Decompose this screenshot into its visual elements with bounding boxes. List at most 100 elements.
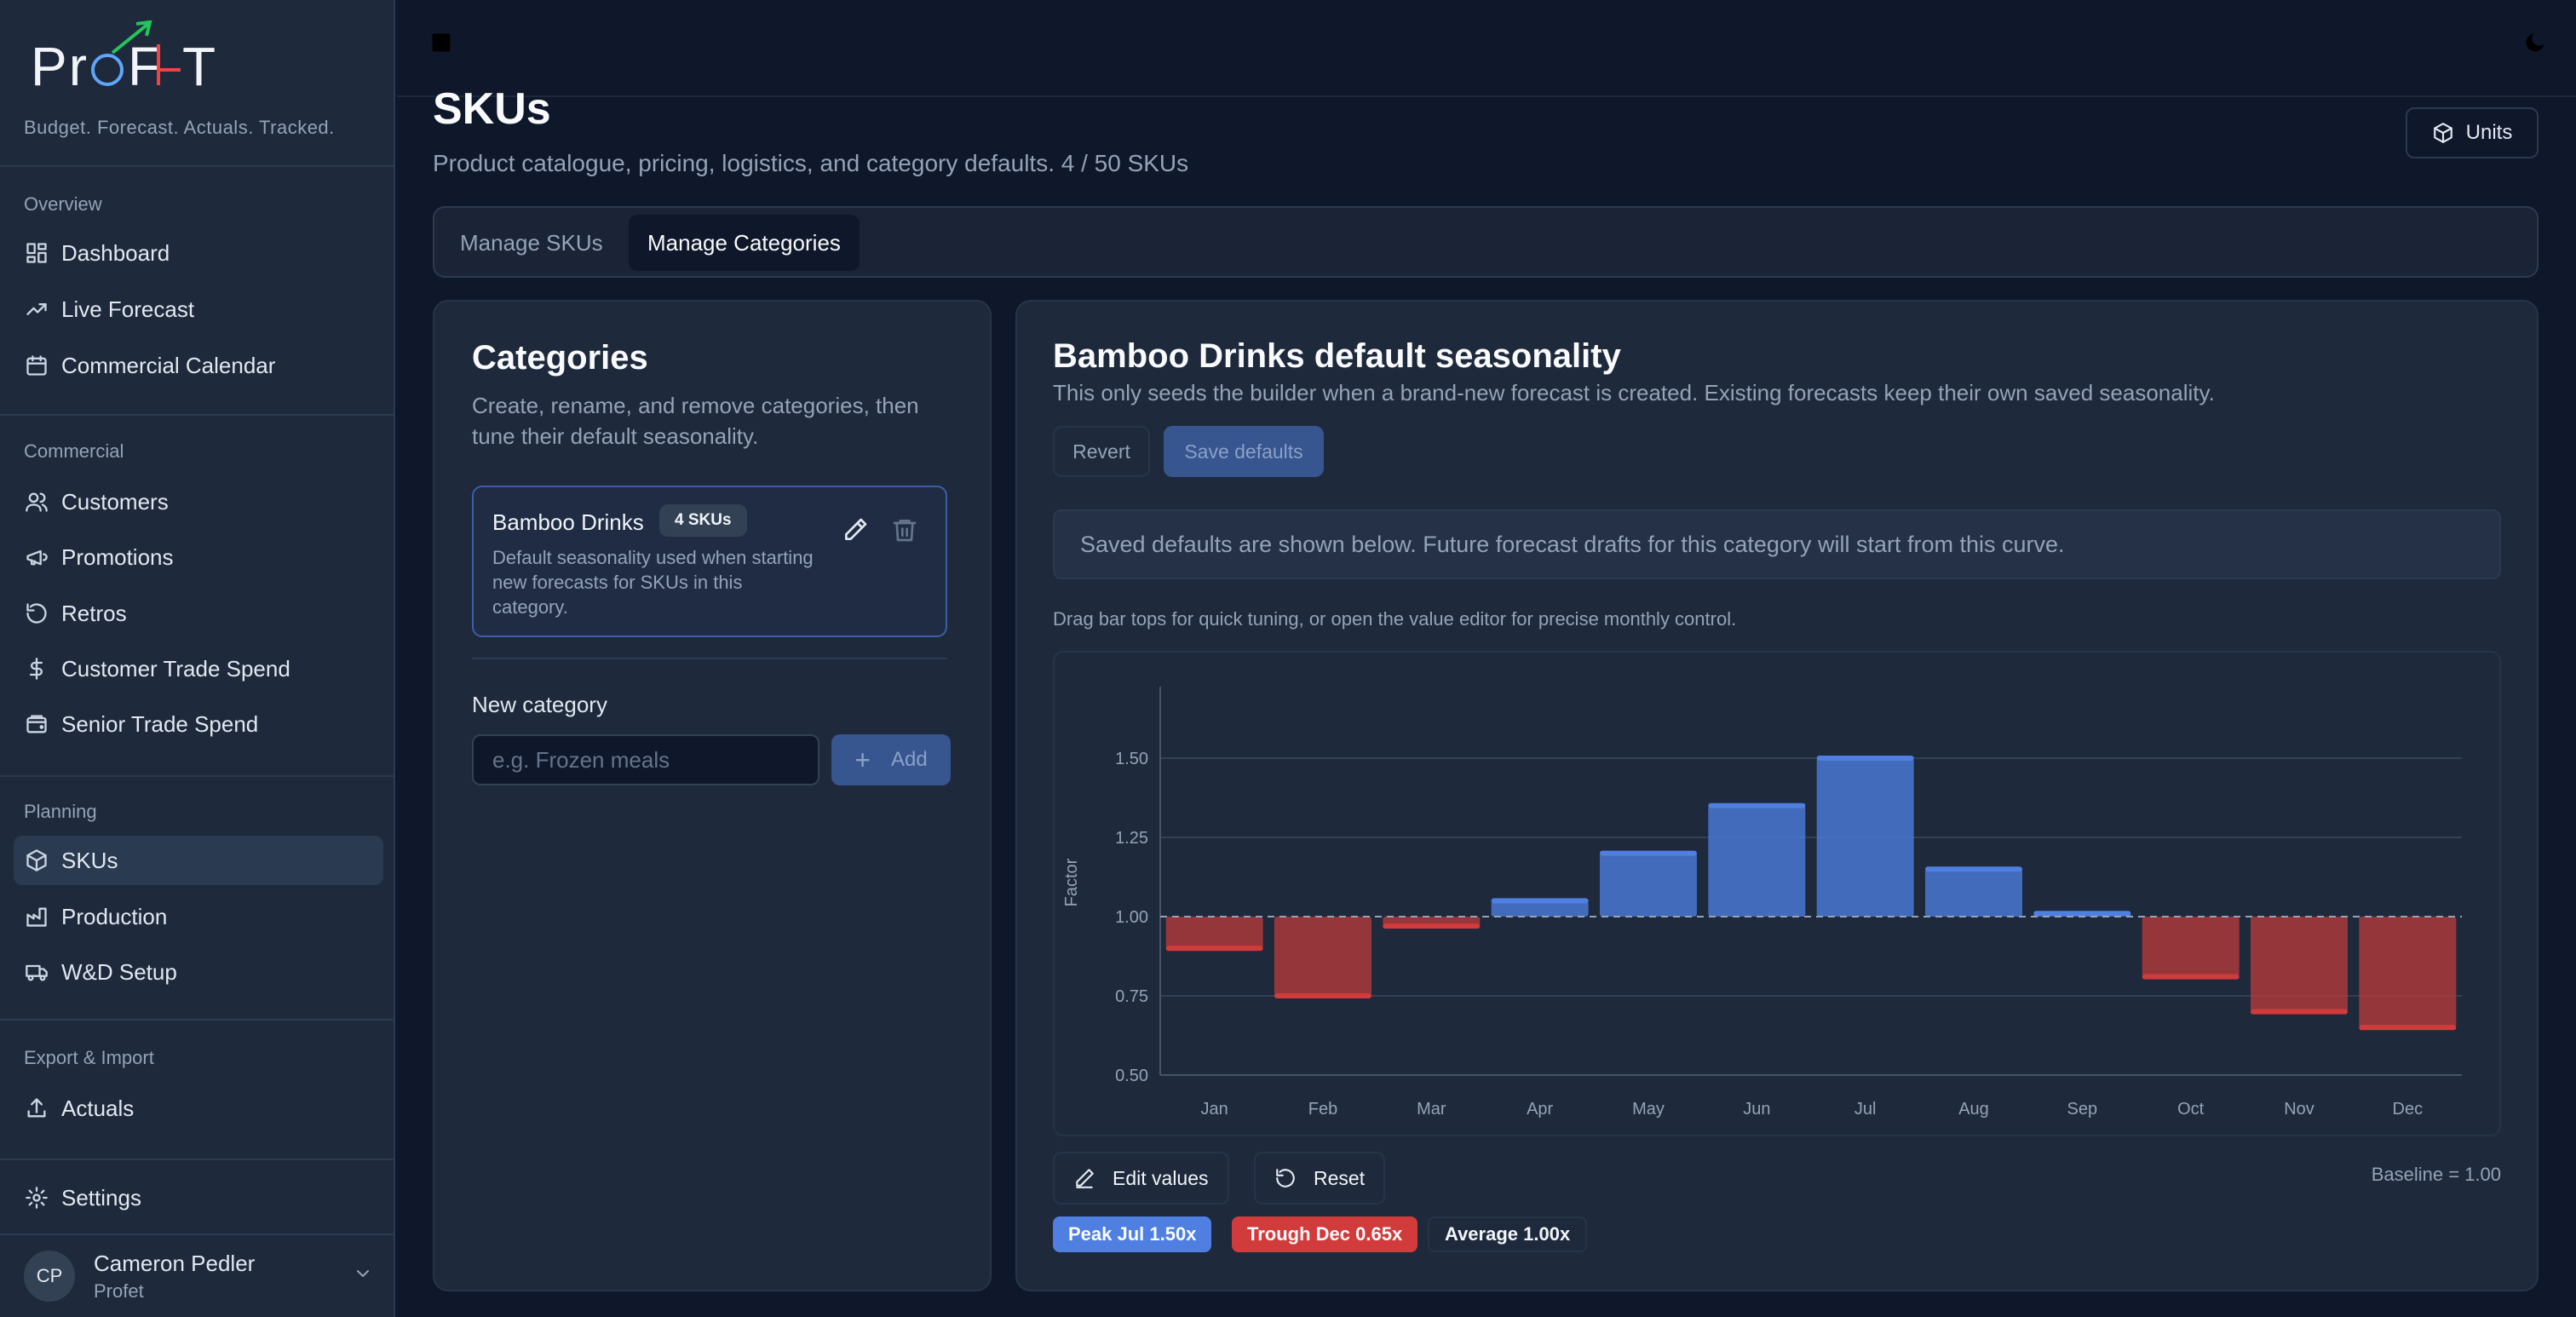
- pencil-icon[interactable]: [842, 516, 869, 543]
- sidebar-toggle-icon[interactable]: [429, 31, 453, 55]
- seasonality-chart-svg[interactable]: 0.50 0.75 1.00 1.25 1.50 Factor Jan Feb Mar Apr Ma…: [1055, 653, 2499, 1135]
- bar-dec[interactable]: [2359, 917, 2457, 1028]
- category-item[interactable]: Bamboo Drinks 4 SKUs Default seasonality…: [472, 486, 947, 637]
- y-tick-label: 0.50: [1115, 1067, 1148, 1085]
- divider: [0, 1019, 395, 1021]
- bar-handle[interactable]: [1600, 850, 1697, 856]
- bar-handle[interactable]: [1491, 898, 1589, 904]
- reset-label: Reset: [1314, 1166, 1366, 1189]
- add-category-button[interactable]: + Add: [831, 734, 951, 785]
- bar-handle[interactable]: [1925, 866, 2022, 872]
- edit-values-button[interactable]: Edit values: [1053, 1152, 1229, 1205]
- y-tick-label: 1.00: [1115, 908, 1148, 927]
- divider: [0, 165, 395, 167]
- nav-group-planning: Planning: [24, 801, 97, 822]
- nav-actuals-label: Actuals: [61, 1095, 135, 1121]
- nav-settings[interactable]: Settings: [14, 1173, 383, 1222]
- nav-group-overview: Overview: [24, 193, 102, 215]
- nav-promotions[interactable]: Promotions: [14, 532, 383, 582]
- bar-handle[interactable]: [2359, 1025, 2457, 1031]
- bar-apr[interactable]: [1491, 900, 1589, 917]
- y-tick-label: 1.25: [1115, 829, 1148, 848]
- moon-icon[interactable]: [2523, 31, 2547, 55]
- nav-group-export-import: Export & Import: [24, 1047, 154, 1068]
- bar-jun[interactable]: [1708, 805, 1806, 917]
- bar-handle[interactable]: [1274, 993, 1371, 998]
- x-tick-label: May: [1632, 1100, 1665, 1119]
- reset-button[interactable]: Reset: [1254, 1152, 1386, 1205]
- bar-handle[interactable]: [1708, 802, 1806, 808]
- divider: [0, 775, 395, 777]
- svg-text:T: T: [182, 36, 216, 97]
- sidebar: Pr F T Budget. Forecast. Actuals. Tracke…: [0, 0, 395, 1317]
- bar-aug[interactable]: [1925, 869, 2022, 917]
- avatar: CP: [24, 1251, 75, 1302]
- nav-actuals[interactable]: Actuals: [14, 1084, 383, 1133]
- info-box: Saved defaults are shown below. Future f…: [1053, 509, 2501, 579]
- bar-jul[interactable]: [1816, 758, 1914, 917]
- bar-jan[interactable]: [1165, 917, 1263, 949]
- user-menu[interactable]: CP Cameron Pedler Profet: [24, 1248, 373, 1304]
- new-category-label: New category: [472, 692, 607, 717]
- add-label: Add: [890, 748, 928, 771]
- seasonality-card: Bamboo Drinks default seasonality This o…: [1015, 300, 2539, 1291]
- bar-nov[interactable]: [2251, 917, 2348, 1012]
- calendar-icon: [24, 353, 49, 378]
- megaphone-icon: [24, 544, 49, 570]
- nav-dashboard[interactable]: Dashboard: [14, 228, 383, 278]
- chevron-down-icon[interactable]: [353, 1263, 373, 1284]
- nav-customer-trade-spend-label: Customer Trade Spend: [61, 655, 290, 682]
- divider: [0, 1159, 395, 1160]
- nav-customers[interactable]: Customers: [14, 477, 383, 526]
- trash-icon[interactable]: [891, 516, 918, 543]
- tagline: Budget. Forecast. Actuals. Tracked.: [24, 117, 335, 138]
- y-axis-label: Factor: [1062, 858, 1081, 906]
- nav-production-label: Production: [61, 903, 168, 929]
- new-category-input[interactable]: [472, 734, 819, 785]
- nav-production[interactable]: Production: [14, 892, 383, 941]
- nav-customers-label: Customers: [61, 488, 169, 515]
- svg-text:F: F: [128, 36, 161, 97]
- user-org: Profet: [94, 1280, 144, 1302]
- save-defaults-button[interactable]: Save defaults: [1164, 426, 1324, 477]
- divider: [472, 658, 947, 659]
- nav-wd-setup[interactable]: W&D Setup: [14, 947, 383, 997]
- nav-live-forecast[interactable]: Live Forecast: [14, 285, 383, 334]
- bar-feb[interactable]: [1274, 917, 1371, 996]
- tab-manage-categories[interactable]: Manage Categories: [629, 215, 860, 271]
- package-icon: [24, 848, 49, 873]
- category-description: Default seasonality used when starting n…: [492, 547, 814, 618]
- nav-commercial-calendar[interactable]: Commercial Calendar: [14, 341, 383, 390]
- tab-manage-skus[interactable]: Manage SKUs: [460, 229, 603, 256]
- truck-icon: [24, 959, 49, 985]
- nav-wd-setup-label: W&D Setup: [61, 958, 177, 985]
- nav-dashboard-label: Dashboard: [61, 239, 170, 266]
- nav-retros[interactable]: Retros: [14, 589, 383, 638]
- divider: [0, 414, 395, 416]
- nav-promotions-label: Promotions: [61, 543, 174, 570]
- units-button[interactable]: Units: [2406, 107, 2539, 158]
- x-tick-label: Jan: [1201, 1100, 1228, 1119]
- nav-senior-trade-spend[interactable]: Senior Trade Spend: [14, 699, 383, 749]
- profet-logo[interactable]: Pr F T: [31, 20, 227, 102]
- seasonality-subtitle: This only seeds the builder when a brand…: [1053, 380, 2215, 405]
- revert-button[interactable]: Revert: [1053, 426, 1150, 477]
- bar-handle[interactable]: [1383, 923, 1481, 929]
- bar-may[interactable]: [1600, 853, 1697, 917]
- bar-handle[interactable]: [1165, 946, 1263, 952]
- chart-hint: Drag bar tops for quick tuning, or open …: [1053, 608, 1737, 630]
- bar-oct[interactable]: [2142, 917, 2240, 977]
- wallet-icon: [24, 711, 49, 737]
- trough-badge: Trough Dec 0.65x: [1232, 1216, 1418, 1252]
- bar-handle[interactable]: [2142, 974, 2240, 980]
- x-tick-label: Apr: [1527, 1100, 1553, 1119]
- page-subtitle: Product catalogue, pricing, logistics, a…: [433, 150, 1189, 176]
- nav-skus[interactable]: SKUs: [14, 836, 383, 885]
- y-tick-label: 0.75: [1115, 987, 1148, 1006]
- x-tick-label: Mar: [1417, 1100, 1446, 1119]
- nav-customer-trade-spend[interactable]: Customer Trade Spend: [14, 644, 383, 693]
- tab-bar: Manage SKUs Manage Categories: [433, 206, 2539, 278]
- bar-handle[interactable]: [2251, 1009, 2348, 1015]
- bar-handle[interactable]: [1816, 756, 1914, 761]
- bar-handle[interactable]: [2033, 911, 2131, 917]
